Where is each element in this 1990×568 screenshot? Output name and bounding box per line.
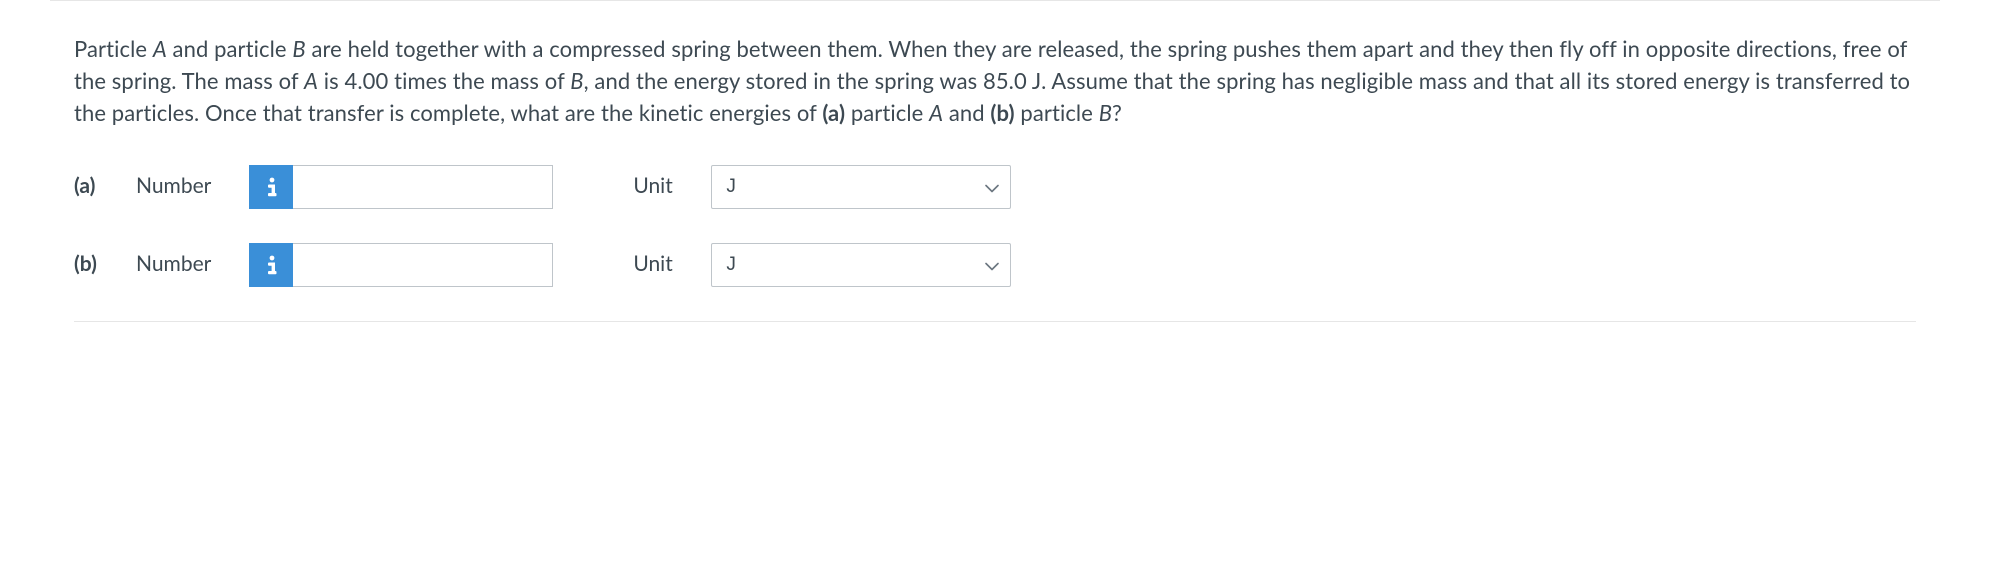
unit-select-wrap-a: J xyxy=(711,165,1011,209)
number-input-group-a xyxy=(249,165,553,209)
bottom-divider xyxy=(74,321,1916,322)
part-label-a: (a) xyxy=(74,171,108,201)
var-B: B xyxy=(292,35,305,62)
info-button-b[interactable] xyxy=(249,243,293,287)
unit-select-b[interactable]: J xyxy=(711,243,1011,287)
number-input-group-b xyxy=(249,243,553,287)
number-input-a[interactable] xyxy=(293,165,553,209)
number-input-b[interactable] xyxy=(293,243,553,287)
var-B: B xyxy=(1099,99,1112,126)
part-a-ref: (a) xyxy=(822,99,845,126)
answers-area: (a) Number Unit J (b) xyxy=(50,137,1940,362)
part-b-ref: (b) xyxy=(990,99,1014,126)
question-container: Particle A and particle B are held toget… xyxy=(0,0,1990,362)
text-fragment: and particle xyxy=(167,35,293,62)
text-fragment: ? xyxy=(1112,99,1122,126)
question-text: Particle A and particle B are held toget… xyxy=(50,1,1940,137)
part-label-b: (b) xyxy=(74,249,108,279)
answer-row-b: (b) Number Unit J xyxy=(74,243,1916,287)
info-icon xyxy=(264,255,280,275)
text-fragment: is 4.00 times the mass of xyxy=(318,67,570,94)
var-A: A xyxy=(153,35,167,62)
info-icon xyxy=(264,177,280,197)
answer-row-a: (a) Number Unit J xyxy=(74,165,1916,209)
text-fragment: Particle xyxy=(74,35,153,62)
unit-label: Unit xyxy=(633,171,683,201)
unit-select-wrap-b: J xyxy=(711,243,1011,287)
var-B: B xyxy=(570,67,583,94)
var-A: A xyxy=(304,67,318,94)
unit-select-a[interactable]: J xyxy=(711,165,1011,209)
info-button-a[interactable] xyxy=(249,165,293,209)
number-label: Number xyxy=(136,171,211,201)
number-label: Number xyxy=(136,249,211,279)
text-fragment: particle xyxy=(845,99,929,126)
text-fragment: particle xyxy=(1015,99,1099,126)
unit-label: Unit xyxy=(633,249,683,279)
var-A: A xyxy=(929,99,943,126)
text-fragment: and xyxy=(943,99,990,126)
